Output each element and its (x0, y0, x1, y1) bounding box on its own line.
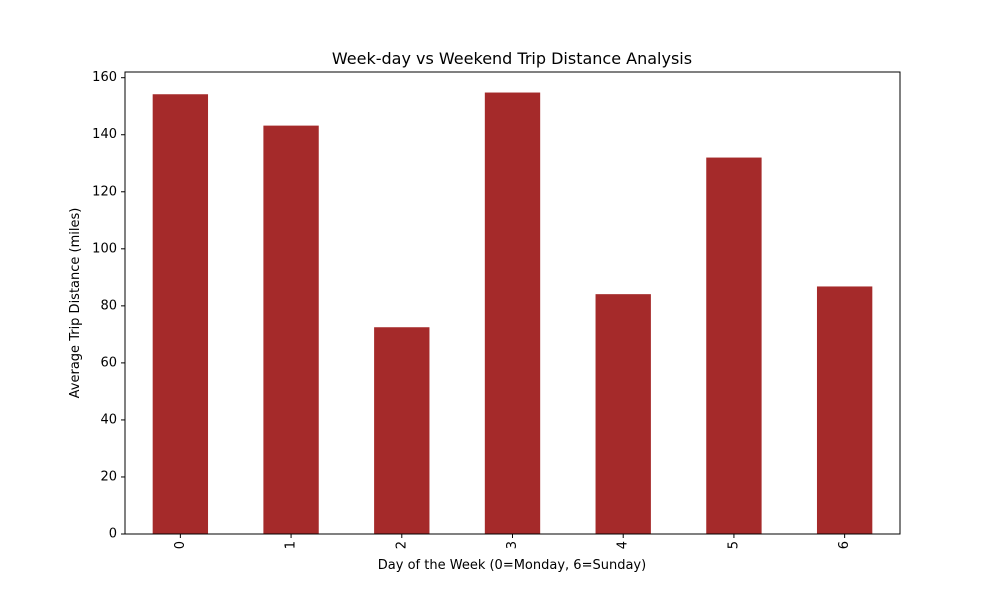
y-tick-label: 40 (100, 412, 117, 427)
y-axis-title: Average Trip Distance (miles) (68, 208, 83, 399)
y-tick-label: 140 (92, 127, 117, 142)
y-tick-label: 20 (100, 469, 117, 484)
x-tick-label: 0 (173, 541, 188, 549)
bar-day-6 (816, 286, 873, 534)
x-axis-title: Day of the Week (0=Monday, 6=Sunday) (378, 558, 646, 573)
bars-group (152, 92, 873, 535)
x-tick-label: 6 (837, 541, 852, 549)
bar-day-1 (263, 125, 319, 535)
x-tick-label: 3 (505, 541, 520, 549)
y-tick-label: 160 (92, 70, 117, 85)
y-axis: 0 20 40 60 80 100 120 140 160 (92, 70, 125, 542)
y-tick-label: 80 (100, 298, 117, 313)
bar-day-0 (152, 94, 209, 534)
chart-title: Week-day vs Weekend Trip Distance Analys… (332, 49, 692, 68)
y-tick-label: 60 (100, 355, 117, 370)
bar-day-5 (706, 157, 762, 535)
bar-day-2 (374, 327, 430, 534)
bar-day-3 (484, 92, 541, 535)
x-tick-label: 5 (726, 541, 741, 549)
x-tick-label: 4 (616, 541, 631, 549)
y-tick-label: 120 (92, 184, 117, 199)
x-tick-label: 2 (394, 541, 409, 549)
bar-day-4 (595, 294, 651, 534)
x-axis: 0 1 2 3 4 5 6 (173, 534, 852, 549)
y-tick-label: 100 (92, 241, 117, 256)
x-tick-label: 1 (284, 541, 299, 549)
y-tick-label: 0 (109, 527, 117, 542)
